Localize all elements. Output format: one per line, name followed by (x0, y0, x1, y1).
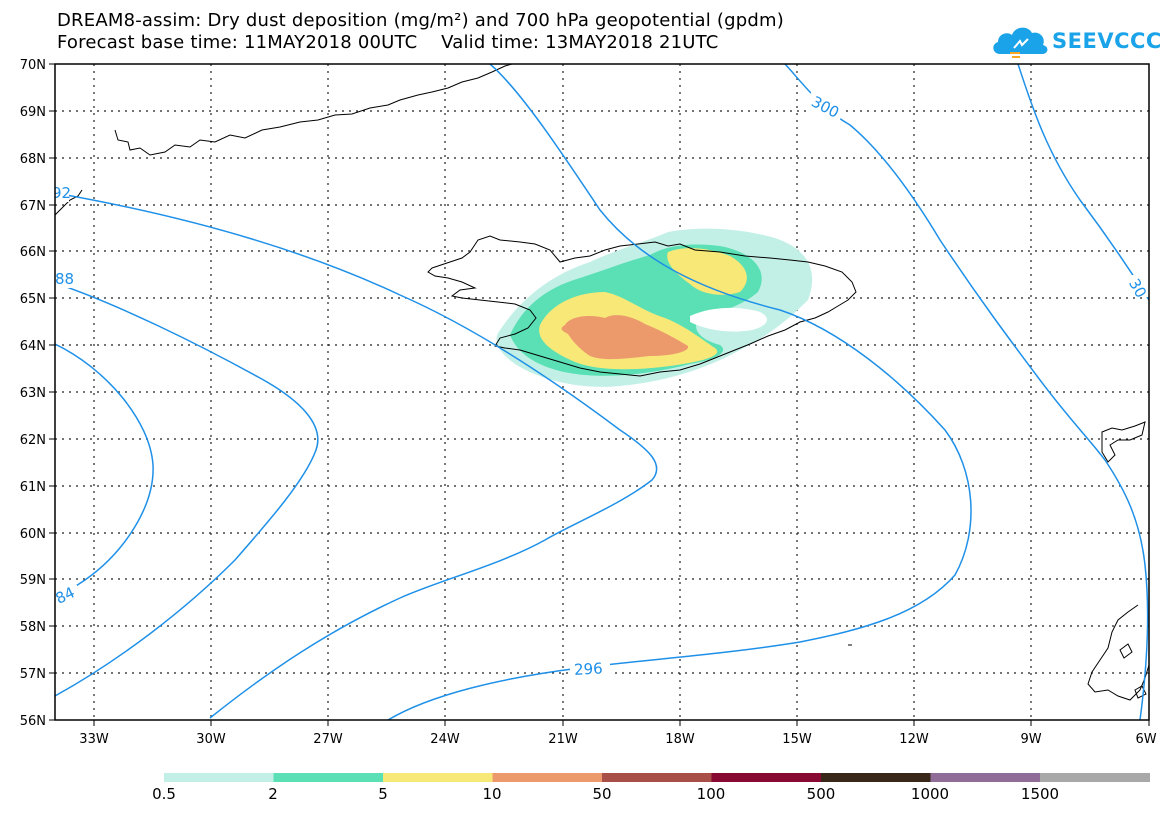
color-legend (164, 773, 1150, 782)
map-title: DREAM8-assim: Dry dust deposition (mg/m²… (57, 10, 784, 31)
lat-label: 70N (20, 58, 46, 73)
greenland-coast (114, 64, 513, 156)
lon-ticks (93, 720, 1150, 726)
contour-labels: 300 296 88 84 92 30 (52, 88, 1149, 679)
lon-label: 12W (899, 732, 929, 747)
legend-swatch (821, 773, 931, 782)
legend-label: 100 (696, 785, 726, 803)
contour-292 (55, 192, 658, 719)
lat-label: 62N (20, 433, 46, 448)
coastlines (55, 64, 1149, 701)
legend-swatch (602, 773, 712, 782)
lat-label: 69N (20, 105, 46, 120)
legend-swatch (164, 773, 274, 782)
lon-label: 24W (430, 732, 460, 747)
contour-284 (55, 343, 154, 599)
legend-swatch (273, 773, 384, 782)
lon-label: 21W (548, 732, 578, 747)
greenland-coast-west (55, 189, 83, 216)
lat-labels: 70N 69N 68N 67N 66N 65N 64N 63N 62N 61N … (20, 58, 46, 729)
contour-label-88: 88 (55, 270, 74, 288)
lon-label: 18W (665, 732, 695, 747)
dust-level-10 (561, 315, 689, 360)
geopotential-contours (55, 64, 1149, 720)
lon-label: 33W (79, 732, 109, 747)
legend-label: 500 (806, 785, 836, 803)
lat-label: 68N (20, 152, 46, 167)
lat-label: 61N (20, 480, 46, 495)
dust-level-5b (667, 248, 747, 295)
scotland-coast (1087, 604, 1149, 701)
gridlines (55, 64, 1149, 720)
contour-label-84: 84 (53, 583, 78, 607)
legend-label: 1000 (910, 785, 950, 803)
contour-label-92: 92 (52, 184, 71, 202)
lon-label: 30W (196, 732, 226, 747)
legend-label: 1500 (1020, 785, 1060, 803)
contour-300 (784, 64, 1149, 720)
contour-label-296: 296 (574, 659, 604, 678)
faroe-coast (1101, 421, 1146, 463)
legend-label: 0.5 (152, 785, 176, 803)
lat-label: 63N (20, 386, 46, 401)
lon-label: 27W (313, 732, 343, 747)
cloud-icon (993, 27, 1048, 58)
legend-swatch (383, 773, 493, 782)
scotland-islands (1119, 643, 1147, 699)
legend-swatch (930, 773, 1041, 782)
legend-swatch (711, 773, 822, 782)
lat-label: 64N (20, 339, 46, 354)
lat-ticks (49, 63, 55, 721)
lon-label: 15W (782, 732, 812, 747)
logo-text: SEEVCCC (1052, 29, 1162, 53)
dust-gap (690, 307, 767, 332)
legend-label: 5 (378, 785, 388, 803)
lat-label: 59N (20, 573, 46, 588)
legend-swatch (1040, 773, 1150, 782)
legend-label: 50 (592, 785, 612, 803)
contour-288a (55, 282, 319, 697)
lat-label: 56N (20, 714, 46, 729)
dust-field (496, 228, 813, 387)
legend-label: 10 (482, 785, 502, 803)
lat-label: 58N (20, 620, 46, 635)
seevccc-logo (990, 20, 1170, 60)
lat-label: 67N (20, 199, 46, 214)
lat-label: 60N (20, 527, 46, 542)
contour-304 (1017, 64, 1149, 301)
legend-label: 2 (268, 785, 278, 803)
iceland-coast (427, 235, 857, 377)
lon-label: 6W (1135, 732, 1156, 747)
lat-label: 57N (20, 667, 46, 682)
legend-swatch (492, 773, 603, 782)
lat-label: 65N (20, 292, 46, 307)
lat-label: 66N (20, 245, 46, 260)
lon-label: 9W (1020, 732, 1041, 747)
map-subtitle: Forecast base time: 11MAY2018 00UTC Vali… (57, 32, 719, 53)
lon-labels: 33W 30W 27W 24W 21W 18W 15W 12W 9W 6W (79, 732, 1156, 747)
